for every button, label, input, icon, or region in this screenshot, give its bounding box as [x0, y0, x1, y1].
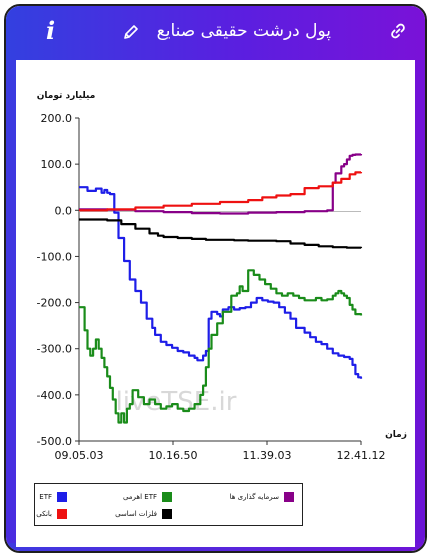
y-tick-label: -400.0 — [37, 389, 72, 402]
x-axis-label: زمان — [385, 430, 407, 440]
legend-swatch — [57, 492, 67, 502]
x-tick-label: 10.16.50 — [149, 449, 198, 462]
legend-item: ETF — [39, 492, 67, 502]
x-tick-label: 11.39.03 — [243, 449, 292, 462]
y-tick-label: 100.0 — [41, 158, 73, 171]
legend-label: ETF — [39, 493, 52, 501]
legend-label: بانکی — [36, 510, 52, 518]
legend-label: فلزات اساسی — [115, 510, 157, 518]
y-tick-label: 0.0 — [55, 204, 73, 217]
app-window: i پول درشت حقیقی صنایع میلیارد تومان زما… — [4, 4, 427, 553]
series-line-4 — [79, 218, 363, 249]
series-line-2 — [79, 153, 363, 215]
info-icon[interactable]: i — [46, 16, 56, 45]
legend-swatch — [284, 492, 294, 502]
chart-panel: میلیارد تومان زمان liveTSE.ir 200.0 100.0… — [16, 60, 415, 547]
right-border-bar — [415, 60, 425, 551]
x-tick-label: 12.41.12 — [337, 449, 386, 462]
y-tick-label: -500.0 — [37, 435, 72, 448]
y-tick-label: -200.0 — [37, 297, 72, 310]
chart-legend: ETF ETF اهرمی سرمایه گذاری ها بانکی فلزات اس… — [34, 483, 303, 526]
legend-item: سرمایه گذاری ها — [230, 492, 294, 502]
legend-item: ETF اهرمی — [123, 492, 172, 502]
legend-label: سرمایه گذاری ها — [229, 493, 279, 501]
link-icon[interactable] — [389, 22, 407, 44]
header-bar: i پول درشت حقیقی صنایع — [6, 6, 425, 60]
flow-line-chart: میلیارد تومان زمان liveTSE.ir 200.0 100.0… — [37, 91, 407, 462]
page-title: پول درشت حقیقی صنایع — [156, 21, 331, 41]
series-line-3 — [79, 171, 363, 212]
y-axis-label: میلیارد تومان — [37, 91, 96, 101]
y-tick-label: -300.0 — [37, 343, 72, 356]
series-line-1 — [79, 269, 363, 424]
watermark: liveTSE.ir — [116, 387, 237, 417]
legend-swatch — [162, 492, 172, 502]
y-tick-label: 200.0 — [41, 112, 73, 125]
series-line-0 — [79, 186, 363, 379]
y-tick-label: -100.0 — [37, 250, 72, 263]
legend-item: بانکی — [36, 509, 67, 519]
legend-label: ETF اهرمی — [122, 493, 157, 501]
x-tick-label: 09.05.03 — [55, 449, 104, 462]
legend-swatch — [162, 509, 172, 519]
legend-swatch — [57, 509, 67, 519]
bottom-border-bar — [6, 543, 425, 551]
legend-item: فلزات اساسی — [115, 509, 172, 519]
pencil-icon[interactable] — [123, 24, 139, 44]
left-border-bar — [6, 60, 16, 551]
